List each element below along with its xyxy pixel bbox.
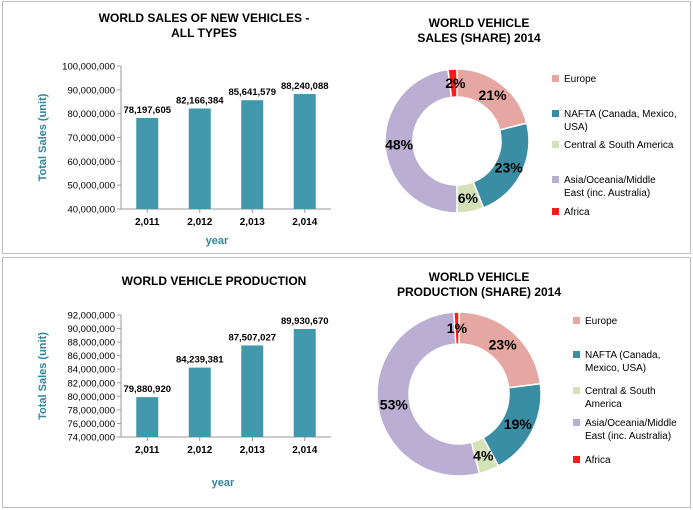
chart-title: WORLD VEHICLE [429,270,530,284]
legend-swatch [573,419,580,426]
legend-swatch [573,456,580,463]
slice-percent-label: 23% [489,336,518,352]
chart-title: PRODUCTION (SHARE) 2014 [397,285,561,299]
bar-2,014 [293,94,316,209]
legend-label: Asia/Oceania/Middle [585,418,677,429]
x-tick-label: 2,014 [292,217,317,228]
y-tick-label: 76,000,000 [67,419,115,430]
bar-2,013 [241,100,264,209]
bar-value-label: 88,240,088 [281,81,329,92]
y-tick-label: 50,000,000 [67,181,115,192]
bar-2,012 [188,108,211,209]
slice-percent-label: 2% [445,75,466,91]
y-tick-label: 90,000,000 [67,85,115,96]
y-tick-label: 84,000,000 [67,365,115,376]
sales-charts-svg: WORLD SALES OF NEW VEHICLES -ALL TYPES 40… [37,11,677,247]
x-axis-title: year [212,477,235,489]
x-tick-label: 2,012 [187,445,212,456]
bar-value-label: 84,239,381 [176,355,224,366]
legend-swatch [573,351,580,358]
y-tick-label: 82,000,000 [67,378,115,389]
legend-label: Asia/Oceania/Middle [564,175,656,186]
chart-title: ALL TYPES [171,26,237,40]
sales-panel: WORLD SALES OF NEW VEHICLES - ALL TYPES 40… [2,1,691,254]
x-tick-label: 2,014 [292,445,317,456]
chart-title: SALES (SHARE) 2014 [417,31,541,45]
y-tick-label: 80,000,000 [67,392,115,403]
slice-percent-label: 23% [495,159,524,175]
bar-2,013 [241,345,264,437]
bar-2,012 [188,367,211,437]
legend-label: Mexico, USA) [585,363,646,374]
bar-value-label: 89,930,670 [281,316,329,327]
legend-swatch [552,141,559,148]
donut-slice-africa [453,311,460,345]
y-tick-label: 86,000,000 [67,351,115,362]
x-axis-title: year [206,235,229,247]
slice-percent-label: 4% [473,447,494,463]
chart-title: WORLD SALES OF NEW VEHICLES - [99,11,310,25]
legend-swatch [573,387,580,394]
donut-slice-asiaoceaniamiddle [384,68,458,214]
legend-label: USA) [564,122,588,133]
bar-value-label: 78,197,605 [123,105,171,116]
slice-percent-label: 53% [380,396,409,412]
bar-value-label: 87,507,027 [228,332,276,343]
y-tick-label: 40,000,000 [67,205,115,216]
slice-percent-label: 19% [504,416,533,432]
bar-2,014 [293,329,316,437]
legend-swatch [552,75,559,82]
legend-label: Africa [585,455,611,466]
slice-percent-label: 48% [385,137,414,153]
legend-label: Europe [585,316,618,327]
bar-2,011 [136,397,159,437]
bar-value-label: 79,880,920 [123,384,171,395]
legend-swatch [573,317,580,324]
y-tick-label: 90,000,000 [67,324,115,335]
slice-percent-label: 21% [479,87,508,103]
donut-slice-asiaoceaniamiddle [376,311,481,477]
legend-label: America [585,399,622,410]
legend-label: East (inc. Australia) [564,188,650,199]
production-charts-svg: WORLD VEHICLE PRODUCTION 74,000,000 76,000… [37,270,677,489]
legend-swatch [552,110,559,117]
y-tick-label: 88,000,000 [67,338,115,349]
x-tick-label: 2,011 [135,445,160,456]
bar-value-label: 85,641,579 [228,87,276,98]
x-tick-label: 2,012 [187,217,212,228]
y-tick-label: 80,000,000 [67,109,115,120]
y-tick-label: 74,000,000 [67,433,115,444]
bar-2,011 [136,117,159,209]
x-tick-label: 2,013 [240,217,265,228]
legend-swatch [552,176,559,183]
y-tick-label: 70,000,000 [67,133,115,144]
y-tick-label: 92,000,000 [67,311,115,322]
y-tick-label: 100,000,000 [62,62,115,73]
legend-label: NAFTA (Canada, Mexico, [564,109,677,120]
slice-percent-label: 1% [447,320,468,336]
x-tick-label: 2,013 [240,445,265,456]
legend-swatch [552,208,559,215]
slice-percent-label: 6% [458,190,479,206]
legend-label: Central & South [585,386,656,397]
y-axis-title: Total Sales (unit) [37,93,49,181]
y-tick-label: 78,000,000 [67,405,115,416]
chart-title: WORLD VEHICLE PRODUCTION [122,274,307,288]
chart-title: WORLD VEHICLE [429,16,530,30]
legend-label: Europe [564,74,597,85]
production-panel: WORLD VEHICLE PRODUCTION 74,000,000 76,000… [2,257,691,508]
y-tick-label: 60,000,000 [67,157,115,168]
legend-label: Africa [564,207,590,218]
x-tick-label: 2,011 [135,217,160,228]
legend-label: Central & South America [564,140,674,151]
y-axis-title: Total Sales (unit) [37,332,49,420]
donut-slice-africa [447,68,458,99]
legend-label: NAFTA (Canada, [585,350,660,361]
legend-label: East (inc. Australia) [585,431,671,442]
bar-value-label: 82,166,384 [176,96,224,107]
